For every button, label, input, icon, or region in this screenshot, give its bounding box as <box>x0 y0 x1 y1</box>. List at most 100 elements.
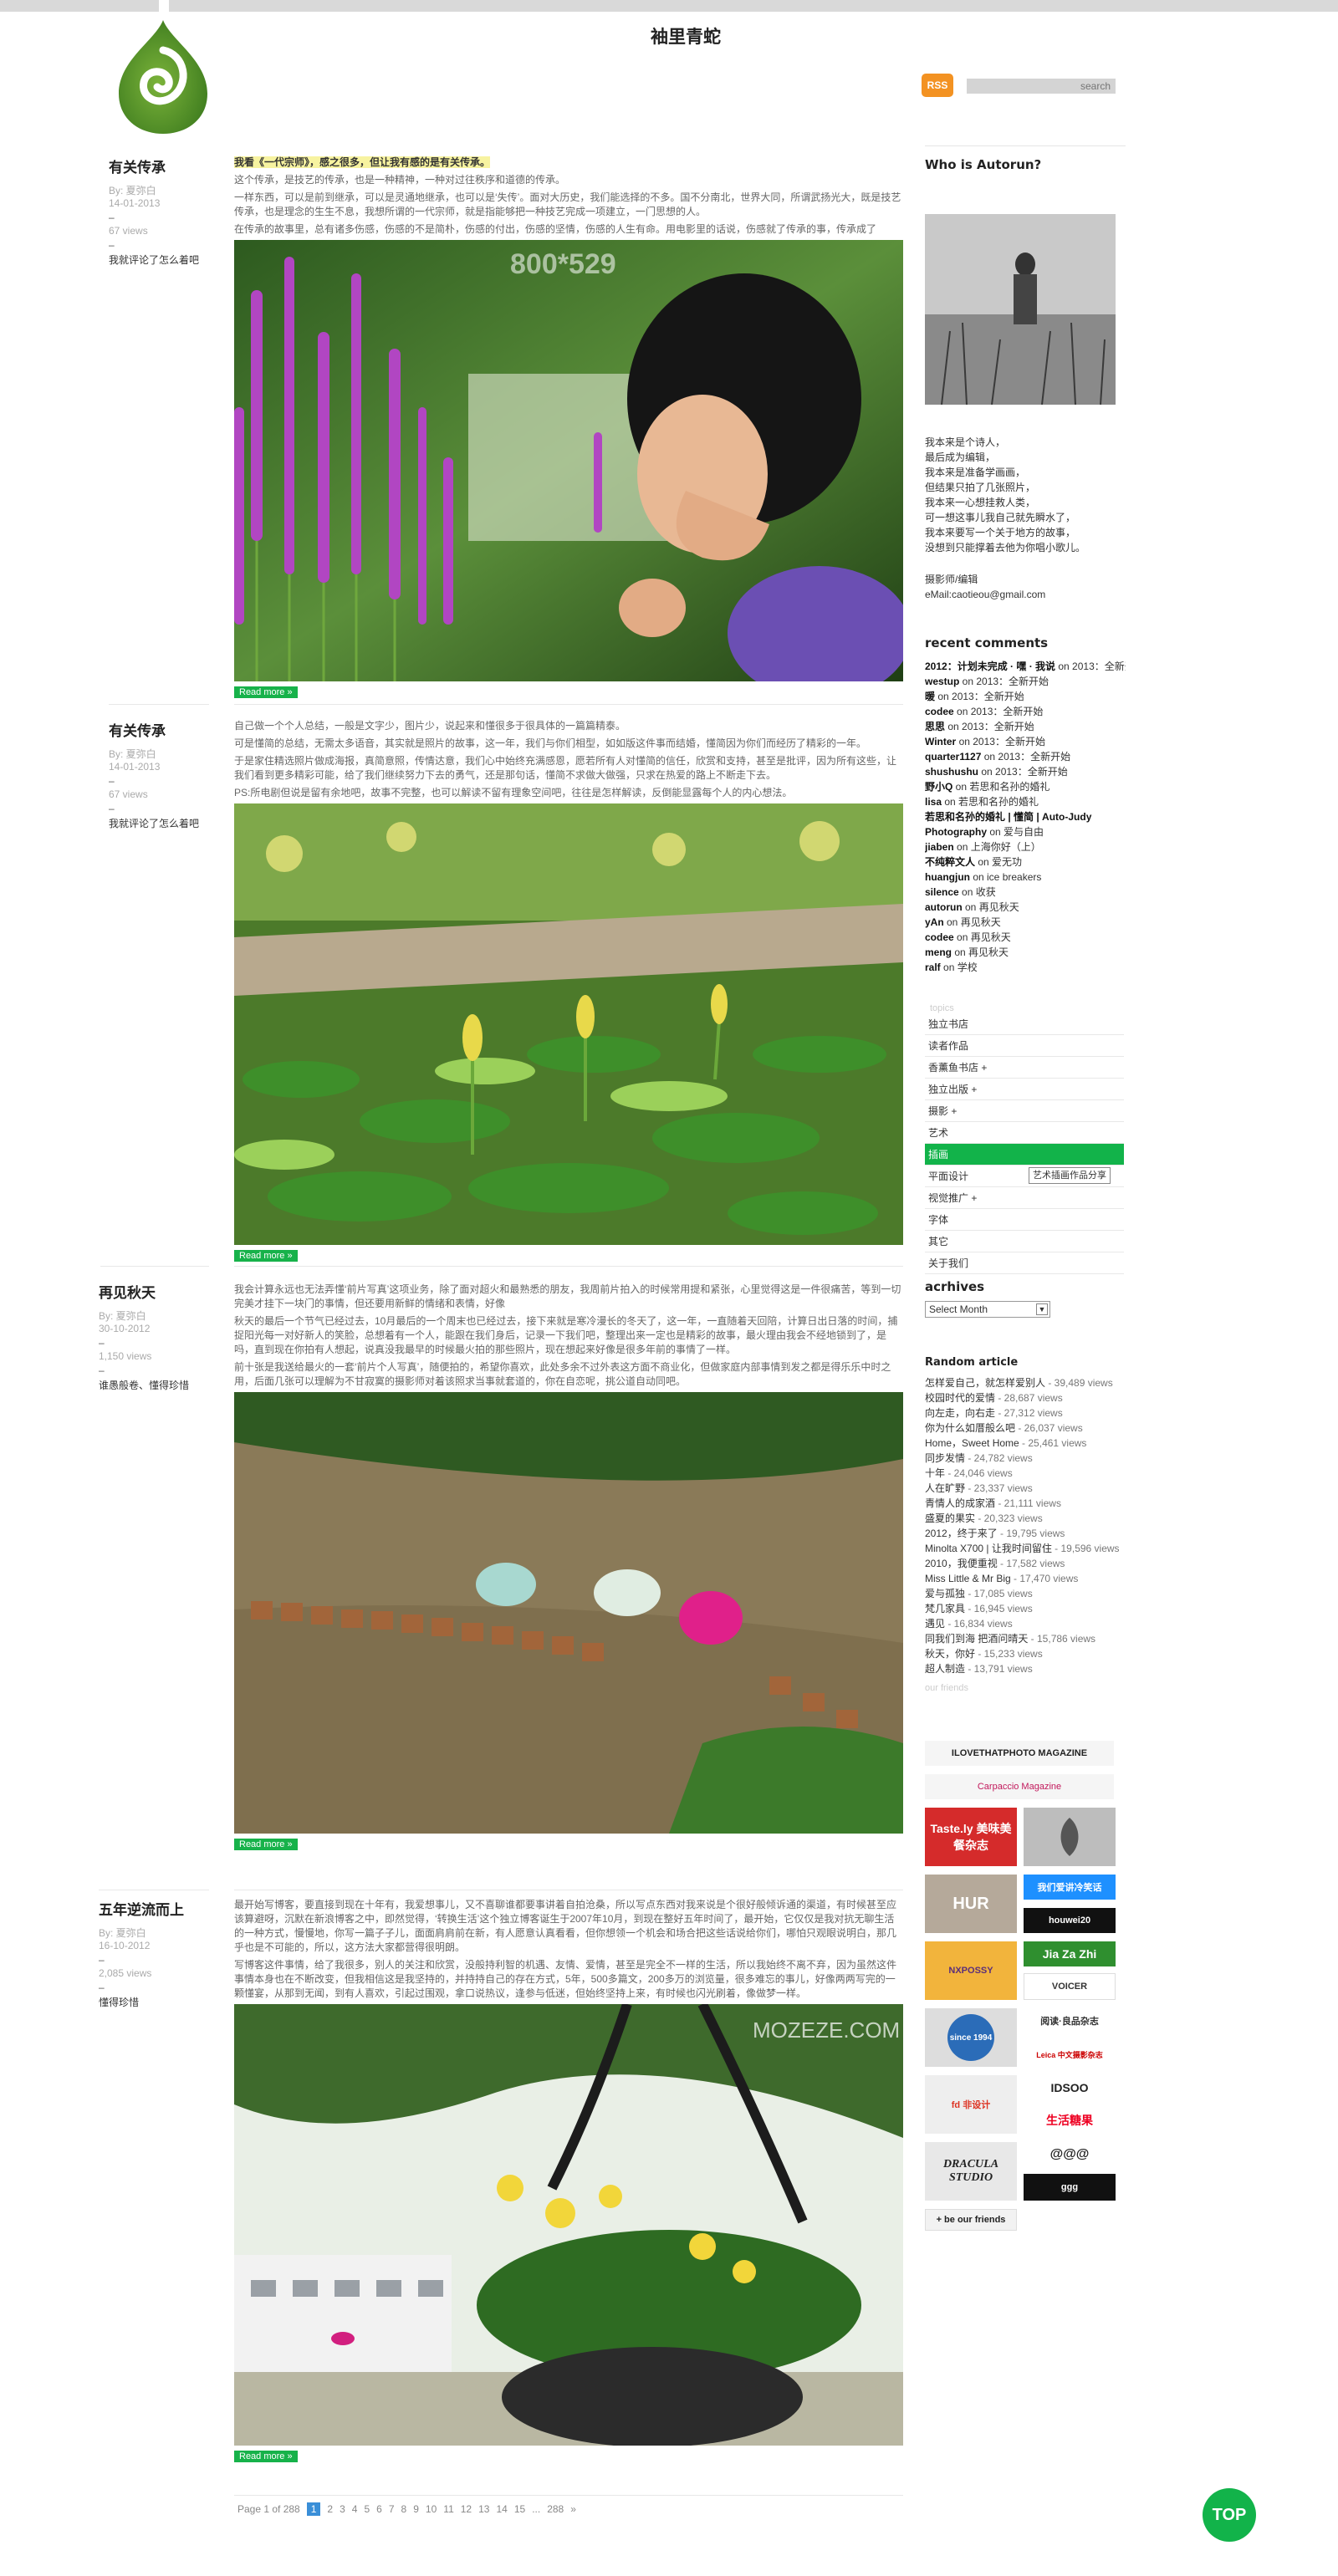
site-logo[interactable] <box>114 17 212 135</box>
post-title[interactable]: 五年逆流而上 <box>99 1902 184 1919</box>
comment-item[interactable]: westup on 2013：全新开始 <box>925 676 1049 687</box>
rss-icon[interactable]: RSS <box>922 74 953 97</box>
topic-item[interactable]: 香薰鱼书店 + <box>925 1057 1124 1079</box>
topic-item[interactable]: 字体 <box>925 1209 1124 1231</box>
friend-carpaccio[interactable]: Carpaccio Magazine <box>925 1774 1114 1799</box>
friend-nxpossy[interactable]: NXPOSSY <box>925 1941 1017 2000</box>
comment-item[interactable]: yAn on 再见秋天 <box>925 916 1001 928</box>
comment-item[interactable]: 思思 on 2013：全新开始 <box>925 721 1034 732</box>
about-photo[interactable] <box>925 214 1116 405</box>
topic-item[interactable]: 摄影 + <box>925 1100 1124 1122</box>
friend-jiazazhi[interactable]: Jia Za Zhi <box>1024 1941 1116 1966</box>
friend-gray-logo[interactable] <box>1024 1808 1116 1866</box>
pager-link[interactable]: 5 <box>364 2503 370 2515</box>
read-more-button[interactable]: Read more » <box>234 686 298 698</box>
random-article[interactable]: Miss Little & Mr Big - 17,470 views <box>925 1573 1079 1584</box>
comment-link[interactable]: 我就评论了怎么着吧 <box>109 254 200 266</box>
random-article[interactable]: 青情人的成家酒 - 21,111 views <box>925 1497 1061 1509</box>
comment-item[interactable]: meng on 再见秋天 <box>925 946 1009 958</box>
comment-item[interactable]: Winter on 2013：全新开始 <box>925 736 1045 747</box>
comment-item[interactable]: ralf on 学校 <box>925 962 978 973</box>
pager-link[interactable]: 10 <box>425 2503 437 2515</box>
pager-link[interactable]: 11 <box>443 2503 454 2515</box>
comment-item[interactable]: codee on 再见秋天 <box>925 931 1011 943</box>
pager-link[interactable]: 2 <box>327 2503 334 2515</box>
comment-item[interactable]: 若思和名孙的婚礼 | 懂简 | Auto-Judy Photography on… <box>925 811 1092 838</box>
random-article[interactable]: 你为什么如厝般么吧 - 26,037 views <box>925 1422 1083 1434</box>
comment-item[interactable]: shushushu on 2013：全新开始 <box>925 766 1068 778</box>
topic-item[interactable]: 关于我们 <box>925 1252 1124 1274</box>
friend-dracula[interactable]: DRACULA STUDIO <box>925 2142 1017 2201</box>
back-to-top-button[interactable]: TOP <box>1203 2488 1256 2542</box>
random-article[interactable]: 向左走，向右走 - 27,312 views <box>925 1407 1063 1419</box>
topic-item[interactable]: 平面设计 艺术插画作品分享 <box>925 1166 1124 1187</box>
random-article[interactable]: 爱与孤独 - 17,085 views <box>925 1588 1033 1599</box>
random-article[interactable]: Home，Sweet Home - 25,461 views <box>925 1437 1087 1449</box>
random-article[interactable]: 超人制造 - 13,791 views <box>925 1663 1033 1675</box>
random-article[interactable]: 遇见 - 16,834 views <box>925 1618 1013 1630</box>
read-more-button[interactable]: Read more » <box>234 1839 298 1850</box>
post-title[interactable]: 再见秋天 <box>99 1285 156 1302</box>
friend-feisheji[interactable]: fd 非设计 <box>925 2075 1017 2134</box>
friend-houwei[interactable]: houwei20 <box>1024 1908 1116 1933</box>
friend-idsoo[interactable]: IDSOO <box>1024 2075 1116 2100</box>
friend-leica[interactable]: Leica 中文摄影杂志 <box>1024 2042 1116 2067</box>
pager-link[interactable]: 4 <box>351 2503 358 2515</box>
be-our-friends-button[interactable]: + be our friends <box>925 2209 1017 2231</box>
friend-candy[interactable]: 生活糖果 <box>1024 2107 1116 2134</box>
post-image-hanging-flowers[interactable]: MOZEZE.COM <box>234 2004 903 2446</box>
topic-item[interactable]: 独立书店 <box>925 1013 1124 1035</box>
random-article[interactable]: 盛夏的果实 - 20,323 views <box>925 1512 1043 1524</box>
read-more-button[interactable]: Read more » <box>234 1250 298 1262</box>
site-title[interactable]: 袖里青蛇 <box>651 27 721 47</box>
pager-link[interactable]: 13 <box>478 2503 490 2515</box>
post-image-girl-flowers[interactable]: 800*529 <box>234 240 903 681</box>
friend-hur[interactable]: HUR <box>925 1875 1017 1933</box>
comment-item[interactable]: 不纯粹文人 on 爱无功 <box>925 856 1023 868</box>
archive-select[interactable]: Select Month ▼ <box>925 1301 1050 1318</box>
comment-item[interactable]: quarter1127 on 2013：全新开始 <box>925 751 1071 763</box>
pager-next[interactable]: » <box>570 2503 576 2515</box>
comment-item[interactable]: 野小Q on 若思和名孙的婚礼 <box>925 781 1050 793</box>
comment-item[interactable]: jiaben on 上海你好（上） <box>925 841 1041 853</box>
random-article[interactable]: 2010，我便重视 - 17,582 views <box>925 1558 1065 1569</box>
comment-item[interactable]: 2012：计划未完成 · 嘿 · 我说 on 2013：全新开始 <box>925 661 1126 672</box>
topic-item[interactable]: 独立出版 + <box>925 1079 1124 1100</box>
topic-item[interactable]: 其它 <box>925 1231 1124 1252</box>
topic-item[interactable]: 视觉推广 + <box>925 1187 1124 1209</box>
comment-item[interactable]: silence on 收获 <box>925 886 996 898</box>
friend-circles[interactable]: @@@ <box>1024 2142 1116 2167</box>
post-title[interactable]: 有关传承 <box>109 723 166 740</box>
pager-link[interactable]: 12 <box>460 2503 472 2515</box>
random-article[interactable]: 十年 - 24,046 views <box>925 1467 1013 1479</box>
random-article[interactable]: 同步发情 - 24,782 views <box>925 1452 1033 1464</box>
pager-link[interactable]: 6 <box>376 2503 382 2515</box>
pager-link[interactable]: 7 <box>388 2503 395 2515</box>
random-article[interactable]: 2012，终于来了 - 19,795 views <box>925 1528 1065 1539</box>
post-image-lotus-pond[interactable] <box>234 803 903 1245</box>
pager-link[interactable]: 14 <box>496 2503 508 2515</box>
friend-since1994[interactable]: since 1994 <box>925 2008 1017 2067</box>
friend-ilovethatphoto[interactable]: ILOVETHATPHOTO MAGAZINE <box>925 1741 1114 1766</box>
comment-link[interactable]: 我就评论了怎么着吧 <box>109 818 200 829</box>
read-more-button[interactable]: Read more » <box>234 2451 298 2462</box>
pager-link[interactable]: 8 <box>401 2503 407 2515</box>
comment-link[interactable]: 懂得珍惜 <box>99 1997 140 2008</box>
comment-item[interactable]: lisa on 若思和名孙的婚礼 <box>925 796 1039 808</box>
comment-item[interactable]: codee on 2013：全新开始 <box>925 706 1044 717</box>
topic-item-active[interactable]: 插画 <box>925 1144 1124 1166</box>
comment-item[interactable]: huangjun on ice breakers <box>925 871 1042 883</box>
random-article[interactable]: Minolta X700 | 让我时间留住 - 19,596 views <box>925 1543 1120 1554</box>
post-image-umbrellas-river[interactable] <box>234 1392 903 1834</box>
comment-item[interactable]: 暖 on 2013：全新开始 <box>925 691 1024 702</box>
topic-item[interactable]: 艺术 <box>925 1122 1124 1144</box>
friend-coldjokes[interactable]: 我们爱讲冷笑话 <box>1024 1875 1116 1900</box>
post-title[interactable]: 有关传承 <box>109 160 166 176</box>
comment-link[interactable]: 谁愚般卷、懂得珍惜 <box>99 1380 190 1391</box>
topic-item[interactable]: 读者作品 <box>925 1035 1124 1057</box>
random-article[interactable]: 怎样爱自己，就怎样爱别人 - 39,489 views <box>925 1377 1113 1389</box>
search-input[interactable] <box>967 79 1116 94</box>
pager-link[interactable]: 3 <box>340 2503 345 2515</box>
pager-link[interactable]: 288 <box>547 2503 564 2515</box>
random-article[interactable]: 秋天，你好 - 15,233 views <box>925 1648 1043 1660</box>
